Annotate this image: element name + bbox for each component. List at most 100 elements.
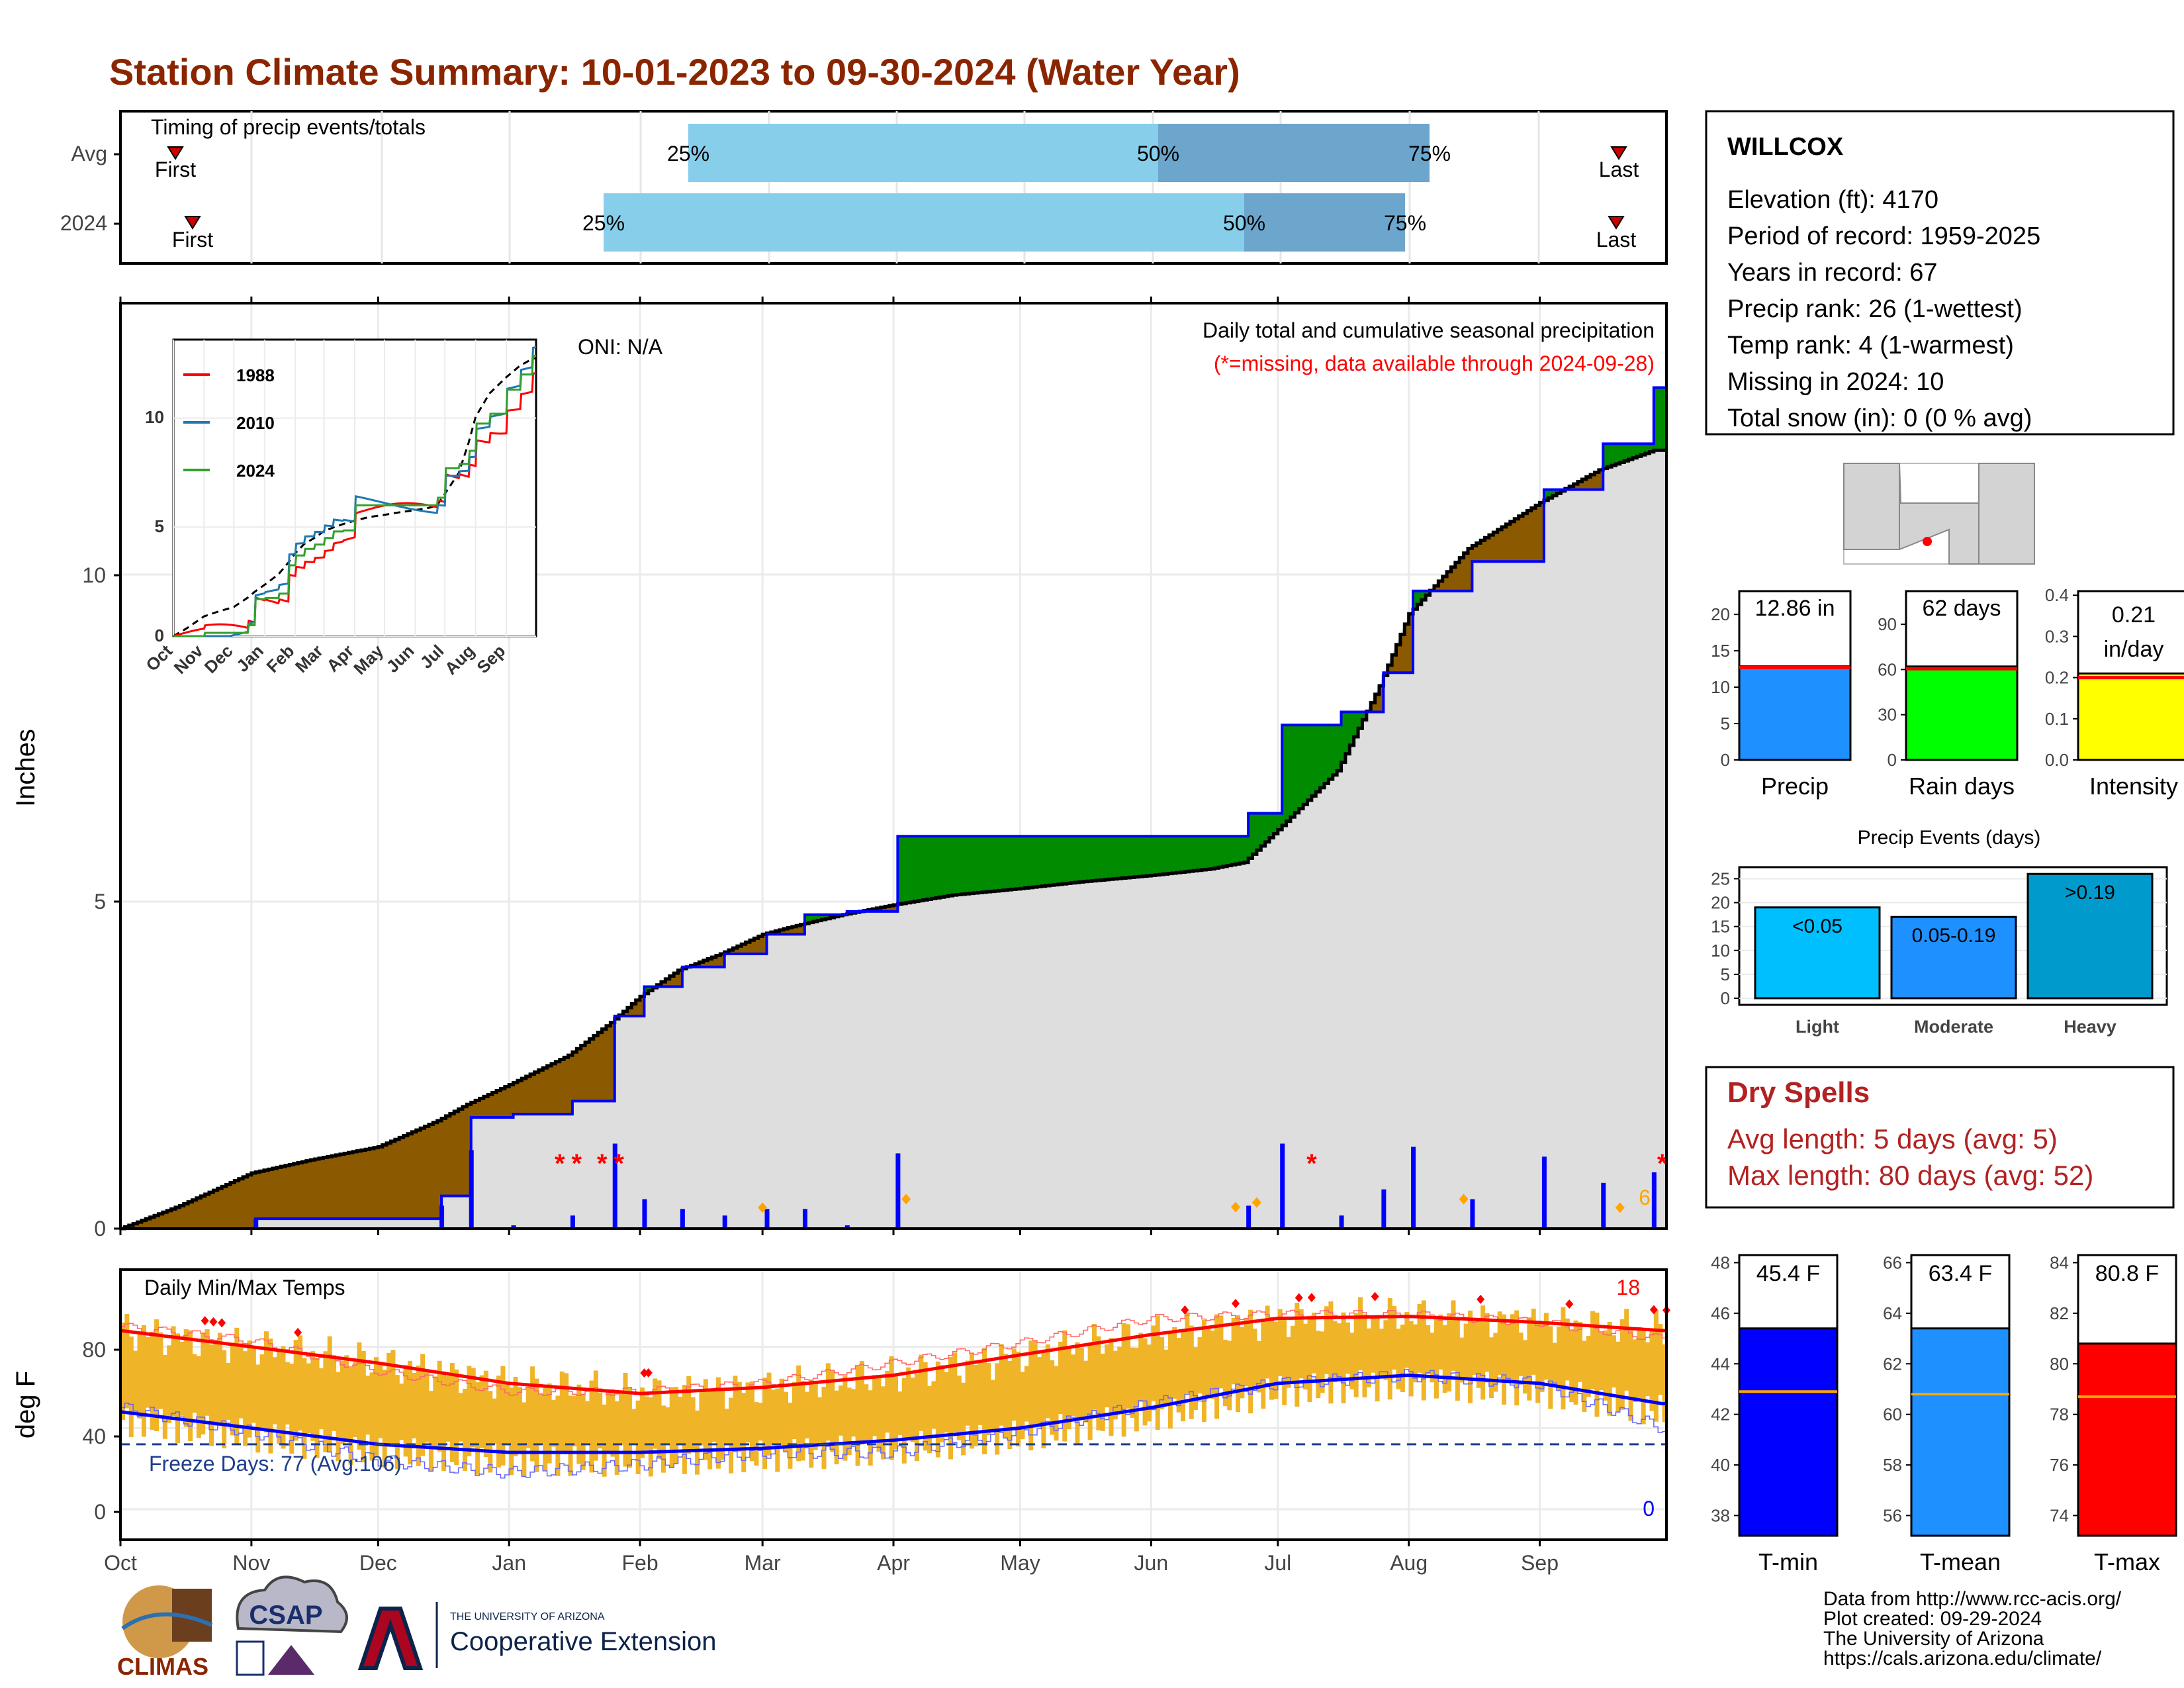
precip-anomaly-day-208	[999, 836, 1004, 891]
precip-plot-area: * * * * * *	[120, 386, 1668, 1231]
daily-temp-bar-235	[1113, 1350, 1118, 1420]
daily-temp-bar-2	[128, 1336, 134, 1437]
precip-anomaly-day-213	[1020, 836, 1025, 889]
daily-temp-bar-218	[1041, 1352, 1046, 1448]
precip-anomaly-day-113	[598, 1032, 603, 1102]
precip-anomaly-day-48	[323, 1157, 328, 1219]
daily-temp-bar-126	[653, 1378, 658, 1449]
daily-temp-bar-24	[222, 1350, 227, 1448]
precip-anomaly-day-230	[1091, 836, 1097, 881]
daily-temp-bar-11	[167, 1345, 172, 1423]
daily-temp-bar-140	[711, 1390, 717, 1442]
temp-summary-ytick-1-5: 66	[1883, 1252, 1902, 1272]
precip-anomaly-day-148	[745, 942, 751, 955]
daily-temp-bar-184	[897, 1391, 903, 1435]
daily-temp-bar-263	[1231, 1317, 1236, 1385]
daily-temp-bar-200	[965, 1360, 970, 1426]
daily-temp-bar-321	[1476, 1321, 1481, 1388]
daily-temp-bar-355	[1619, 1319, 1625, 1410]
daily-precip-bar-107	[570, 1215, 575, 1229]
temp-summary-ytick-2-3: 80	[2050, 1354, 2069, 1374]
daily-temp-bar-196	[948, 1356, 953, 1460]
daily-temp-bar-331	[1518, 1333, 1524, 1376]
month-label-7: May	[1000, 1551, 1040, 1575]
precip-anomaly-day-71	[420, 1128, 426, 1219]
precip-anomaly-day-210	[1007, 836, 1013, 890]
daily-temp-bar-229	[1087, 1344, 1093, 1440]
mini-ytick-2-2: 0.2	[2045, 668, 2069, 688]
precip-anomaly-day-198	[956, 836, 962, 895]
daily-temp-bar-266	[1244, 1318, 1249, 1387]
daily-temp-bar-283	[1316, 1331, 1321, 1399]
events-ytick-2: 10	[1711, 941, 1730, 961]
daily-temp-bar-304	[1404, 1312, 1410, 1368]
daily-temp-bar-224	[1066, 1348, 1071, 1430]
daily-temp-bar-124	[644, 1396, 649, 1450]
precip-anomaly-day-301	[1392, 655, 1397, 673]
daily-temp-bar-10	[162, 1354, 167, 1439]
precip-anomaly-day-86	[483, 1096, 488, 1118]
daily-temp-bar-132	[678, 1396, 683, 1445]
precip-anomaly-day-336	[1539, 502, 1545, 562]
daily-temp-bar-87	[488, 1391, 493, 1473]
daily-temp-bar-14	[179, 1341, 185, 1416]
mini-ytick-0-1: 5	[1721, 714, 1730, 733]
daily-temp-bar-217	[1037, 1357, 1042, 1427]
precip-anomaly-day-189	[919, 836, 924, 901]
daily-temp-bar-125	[648, 1397, 653, 1477]
precip-anomaly-day-101	[547, 1066, 552, 1115]
daily-temp-bar-49	[327, 1336, 332, 1452]
daily-temp-bar-7	[150, 1333, 155, 1430]
daily-temp-bar-98	[534, 1378, 539, 1472]
daily-precip-bar-93	[511, 1225, 516, 1229]
daily-temp-bar-93	[513, 1376, 518, 1456]
daily-temp-bar-68	[408, 1360, 412, 1465]
daily-temp-bar-273	[1273, 1321, 1279, 1399]
mini-label-1: Rain days	[1909, 773, 2015, 800]
precip-ytick-0: 0	[94, 1217, 106, 1241]
precip-anomaly-day-334	[1531, 508, 1536, 562]
precip-anomaly-day-43	[302, 1162, 307, 1219]
daily-temp-bar-176	[864, 1384, 869, 1443]
daily-temp-bar-130	[669, 1387, 674, 1468]
precip-anomaly-day-287	[1332, 725, 1338, 775]
daily-temp-bar-27	[234, 1327, 240, 1445]
daily-temp-bar-279	[1298, 1309, 1304, 1379]
precip-anomaly-day-361	[1645, 444, 1651, 453]
daily-temp-bar-276	[1286, 1336, 1291, 1388]
precip-anomaly-day-57	[361, 1150, 366, 1219]
temp-summary-label-1: T-mean	[1920, 1548, 2001, 1575]
precip-anomaly-day-159	[792, 926, 797, 935]
precip-anomaly-day-91	[504, 1086, 510, 1118]
daily-temp-bar-46	[314, 1358, 320, 1458]
daily-precip-bar-275	[1280, 1143, 1285, 1229]
mini-ytick-1-0: 0	[1888, 750, 1897, 770]
record-high-marker-2	[218, 1318, 226, 1328]
daily-temp-bar-80	[458, 1393, 463, 1442]
daily-temp-bar-350	[1598, 1332, 1604, 1391]
temp-ytick-80: 80	[82, 1338, 106, 1362]
temp-summary-value-2: 80.8 F	[2095, 1261, 2159, 1286]
daily-temp-bar-48	[323, 1351, 328, 1453]
daily-temp-bar-324	[1488, 1337, 1494, 1399]
inset-2024-line	[173, 354, 536, 637]
precip-anomaly-day-311	[1433, 585, 1439, 591]
month-label-6: Apr	[877, 1551, 910, 1575]
daily-temp-bar-192	[931, 1381, 936, 1429]
precip-anomaly-day-31	[251, 1173, 256, 1229]
avg-p50-label: 50%	[1137, 142, 1179, 165]
precip-anomaly-day-144	[729, 950, 734, 955]
precip-anomaly-day-309	[1426, 590, 1431, 596]
precip-anomaly-day-261	[1222, 836, 1228, 867]
precip-anomaly-day-151	[758, 936, 763, 955]
precip-anomaly-day-293	[1358, 712, 1363, 729]
daily-temp-bar-214	[1024, 1366, 1029, 1422]
precip-anomaly-day-249	[1172, 836, 1177, 873]
timing-label: Timing of precip events/totals	[151, 115, 426, 139]
precip-anomaly-day-247	[1163, 836, 1169, 874]
mini-ytick-1-2: 60	[1878, 659, 1897, 679]
daily-temp-bar-230	[1091, 1324, 1097, 1410]
daily-temp-bar-152	[762, 1378, 768, 1470]
precip-anomaly-day-349	[1594, 472, 1600, 490]
